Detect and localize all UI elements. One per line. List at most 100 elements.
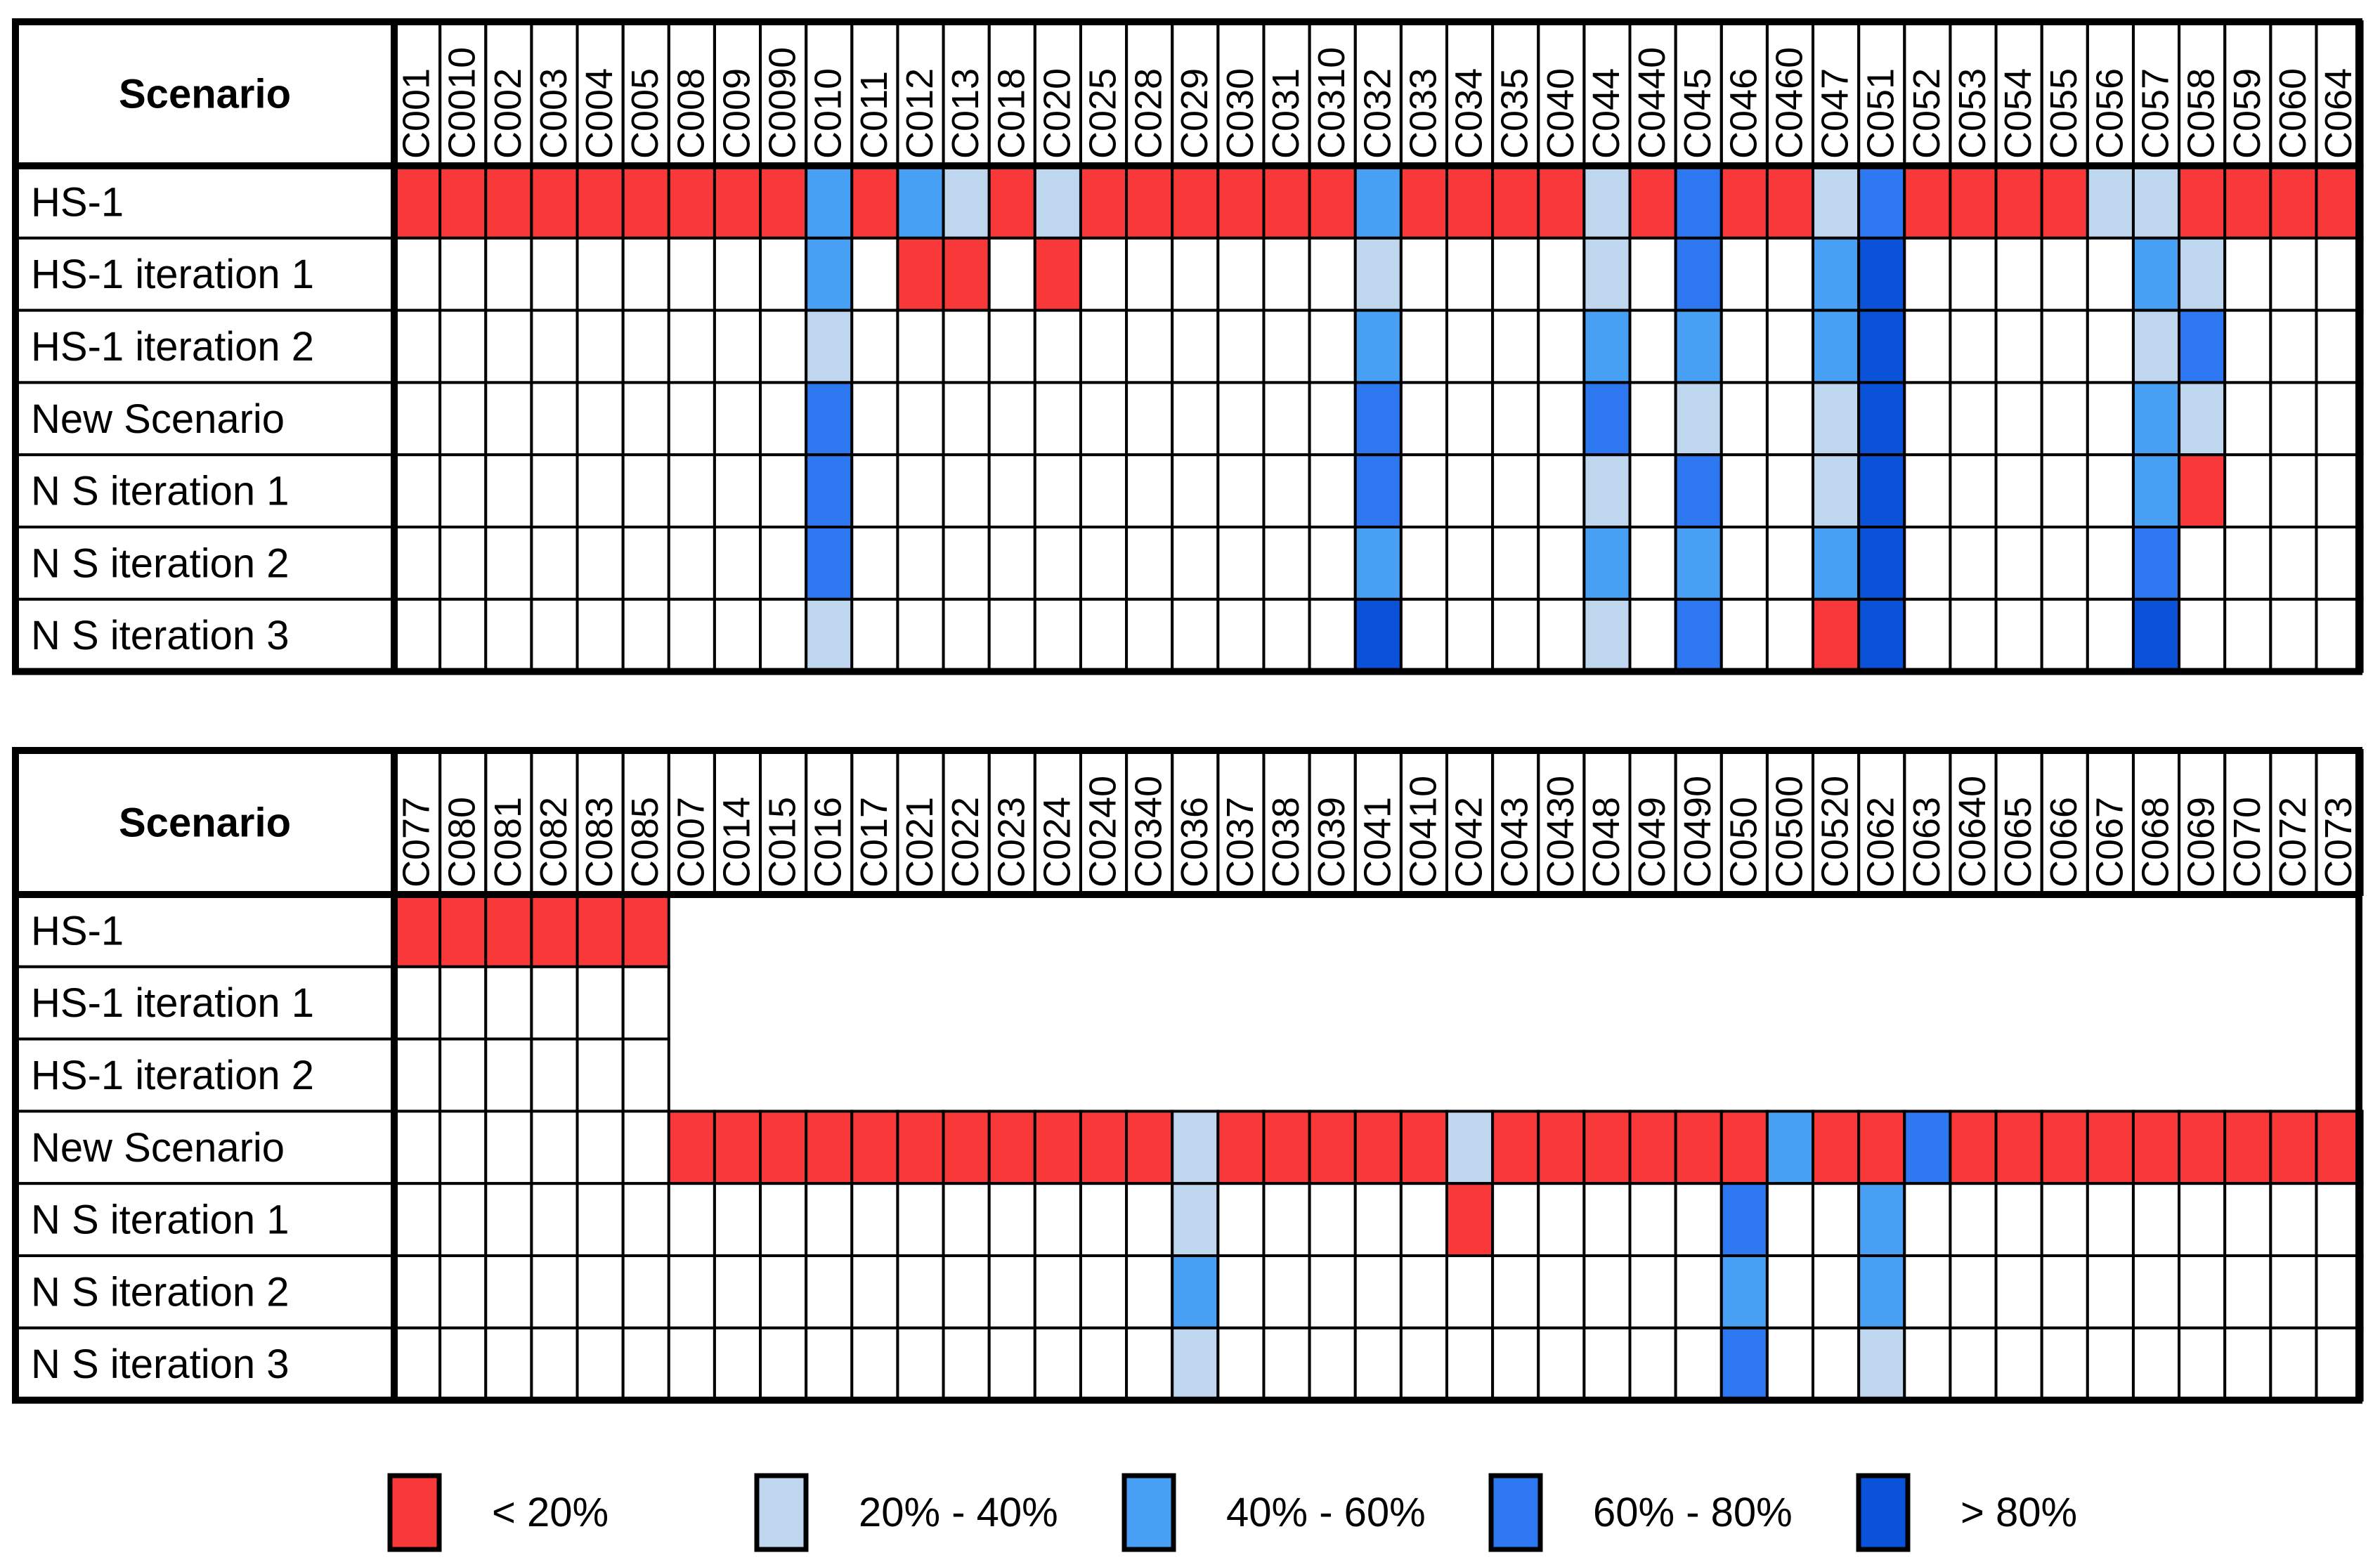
heatmap-cell (850, 1110, 899, 1185)
heatmap-cell (1171, 597, 1220, 673)
column-label: C021 (899, 797, 941, 887)
heatmap-cell (987, 453, 1036, 529)
heatmap-cell (1765, 597, 1815, 673)
heatmap-cell (759, 308, 808, 384)
heatmap-cell (1719, 308, 1769, 384)
column-label: C001 (396, 68, 438, 159)
heatmap-cell (1079, 597, 1129, 673)
heatmap-cell (1216, 1110, 1266, 1185)
heatmap-cell (393, 1326, 442, 1402)
heatmap-cell (1537, 526, 1586, 601)
heatmap-cell (576, 893, 625, 968)
heatmap-cell (1674, 1110, 1723, 1185)
heatmap-cell (713, 164, 762, 240)
heatmap-cell (1033, 308, 1082, 384)
heatmap-cell (1765, 1254, 1815, 1329)
scenario-header: Scenario (119, 72, 291, 117)
heatmap-cell (1903, 1254, 1952, 1329)
heatmap-cell (2131, 1326, 2181, 1402)
heatmap-cell (2223, 1110, 2272, 1185)
heatmap-cell (759, 164, 808, 240)
heatmap-cell (759, 1254, 808, 1329)
heatmap-cell (484, 236, 533, 312)
heatmap-panel-2: C077 C080 C081 C082 C083 C085 C007 C014 C015 C016… (12, 747, 2364, 1404)
heatmap-cell (805, 1182, 854, 1257)
heatmap-cell (1125, 308, 1174, 384)
heatmap-cell (1949, 308, 1998, 384)
heatmap-cell (1125, 1254, 1174, 1329)
heatmap-cell (484, 526, 533, 601)
heatmap-cell (1537, 1326, 1586, 1402)
heatmap-cell (1719, 1110, 1769, 1185)
heatmap-cell (805, 453, 854, 529)
heatmap-cell (1308, 1182, 1357, 1257)
heatmap-cell (1903, 1182, 1952, 1257)
heatmap-cell (987, 1326, 1036, 1402)
heatmap-cell (942, 381, 991, 457)
heatmap-cell (2086, 1254, 2135, 1329)
heatmap-cell (1353, 164, 1403, 240)
heatmap-cell (576, 965, 625, 1041)
heatmap-cell (1445, 526, 1495, 601)
heatmap-cell (1537, 164, 1586, 240)
heatmap-cell (2178, 597, 2227, 673)
heatmap-cell (1171, 1326, 1220, 1402)
heatmap-cell (484, 1037, 533, 1113)
heatmap-cell (1857, 308, 1906, 384)
column-label: C0640 (1951, 776, 1994, 887)
heatmap-cell (1812, 526, 1861, 601)
heatmap-cell (2315, 1326, 2364, 1402)
heatmap-cell (530, 1110, 579, 1185)
heatmap-cell (1262, 597, 1311, 673)
heatmap-cell (805, 597, 854, 673)
column-label: C008 (670, 68, 712, 159)
legend-label: < 20% (492, 1490, 609, 1535)
heatmap-cell (2315, 526, 2364, 601)
heatmap-cell (667, 164, 716, 240)
heatmap-cell (1079, 1110, 1129, 1185)
heatmap-cell (1171, 1254, 1220, 1329)
heatmap-cell (1445, 236, 1495, 312)
column-label: C033 (1402, 68, 1444, 159)
heatmap-cell (621, 236, 670, 312)
column-label: C042 (1448, 797, 1490, 887)
heatmap-cell (2178, 164, 2227, 240)
heatmap-cell (1812, 308, 1861, 384)
heatmap-cell (2315, 381, 2364, 457)
heatmap-cell (1857, 1326, 1906, 1402)
heatmap-cell (896, 453, 945, 529)
heatmap-cell (1445, 597, 1495, 673)
heatmap-cell (393, 381, 442, 457)
row-label: N S iteration 3 (31, 613, 290, 658)
heatmap-cell (1994, 1254, 2043, 1329)
heatmap-cell (576, 1326, 625, 1402)
heatmap-cell (1812, 1326, 1861, 1402)
heatmap-cell (1216, 1254, 1266, 1329)
heatmap-cell (1949, 597, 1998, 673)
heatmap-cell (2269, 308, 2318, 384)
row-label: New Scenario (31, 396, 285, 442)
heatmap-cell (2315, 1110, 2364, 1185)
heatmap-cell (667, 308, 716, 384)
heatmap-cell (2040, 1182, 2089, 1257)
column-label: C0430 (1540, 776, 1582, 887)
column-label: C0310 (1311, 47, 1353, 159)
heatmap-cell (1399, 164, 1448, 240)
heatmap-cell (1994, 1182, 2043, 1257)
row-label: N S iteration 1 (31, 1197, 290, 1243)
heatmap-cell (1812, 164, 1861, 240)
heatmap-cell (1399, 597, 1448, 673)
heatmap-cell (1171, 1110, 1220, 1185)
heatmap-cell (1582, 1254, 1632, 1329)
heatmap-cell (987, 1182, 1036, 1257)
column-label: C068 (2135, 797, 2177, 887)
heatmap-cell (1399, 453, 1448, 529)
heatmap-cell (1262, 308, 1311, 384)
heatmap-cell (1445, 164, 1495, 240)
heatmap-cell (1445, 1110, 1495, 1185)
heatmap-cell (1582, 308, 1632, 384)
heatmap-cell (1674, 1182, 1723, 1257)
heatmap-cell (438, 1182, 488, 1257)
heatmap-cell (667, 526, 716, 601)
heatmap-cell (987, 526, 1036, 601)
